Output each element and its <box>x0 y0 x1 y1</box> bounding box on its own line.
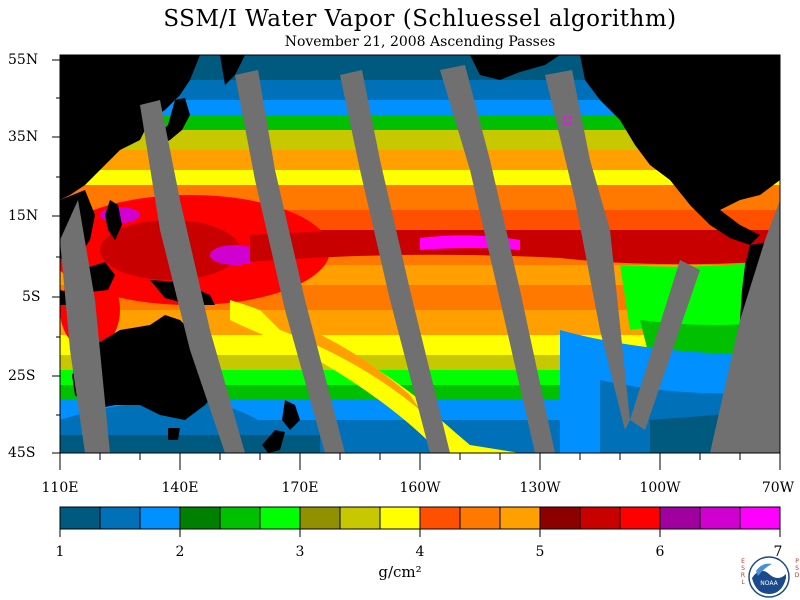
colorbar-swatch <box>59 506 101 530</box>
lon-ticks <box>59 453 781 470</box>
colorbar-label-7: 7 <box>773 544 783 560</box>
colorbar-label-1: 1 <box>55 544 65 560</box>
colorbar-swatch <box>419 506 461 530</box>
colorbar-swatch <box>99 506 141 530</box>
colorbar-swatch <box>739 506 781 530</box>
colorbar-swatch <box>699 506 741 530</box>
colorbar-swatch <box>499 506 541 530</box>
lon-label-130w: 130W <box>519 480 561 496</box>
colorbar-swatch <box>459 506 501 530</box>
lat-label-15n: 15N <box>8 208 39 224</box>
colorbar-label-3: 3 <box>295 544 305 560</box>
lon-label-110e: 110E <box>41 480 79 496</box>
lat-label-25s: 25S <box>8 368 36 384</box>
lat-label-45s: 45S <box>8 445 36 461</box>
colorbar-label-4: 4 <box>415 544 425 560</box>
colorbar-swatch <box>659 506 701 530</box>
colorbar-swatch <box>299 506 341 530</box>
lon-label-170e: 170E <box>281 480 319 496</box>
colorbar-swatch <box>379 506 421 530</box>
colorbar-label-6: 6 <box>655 544 665 560</box>
colorbar <box>59 506 781 537</box>
lat-label-5s: 5S <box>22 289 41 305</box>
colorbar-swatch <box>539 506 581 530</box>
map-subtitle: November 21, 2008 Ascending Passes <box>284 34 556 50</box>
lat-label-35n: 35N <box>8 129 39 145</box>
lon-label-100w: 100W <box>639 480 681 496</box>
lon-label-140e: 140E <box>161 480 199 496</box>
lat-label-55n: 55N <box>8 52 39 68</box>
lon-label-70w: 70W <box>761 480 795 496</box>
noaa-logo-icon: NOAA <box>748 556 790 598</box>
colorbar-swatch <box>179 506 221 530</box>
swath-gaps <box>60 65 780 453</box>
colorbar-swatch <box>579 506 621 530</box>
lat-ticks <box>52 59 60 454</box>
colorbar-unit: g/cm² <box>378 563 422 581</box>
colorbar-swatch <box>219 506 261 530</box>
map-field <box>60 55 780 453</box>
colorbar-swatch <box>619 506 661 530</box>
colorbar-label-2: 2 <box>175 544 185 560</box>
colorbar-swatch <box>339 506 381 530</box>
colorbar-swatch <box>259 506 301 530</box>
lon-label-160w: 160W <box>399 480 441 496</box>
colorbar-swatch <box>139 506 181 530</box>
svg-text:NOAA: NOAA <box>760 580 778 587</box>
map-title: SSM/I Water Vapor (Schluessel algorithm) <box>163 6 677 32</box>
colorbar-label-5: 5 <box>535 544 545 560</box>
